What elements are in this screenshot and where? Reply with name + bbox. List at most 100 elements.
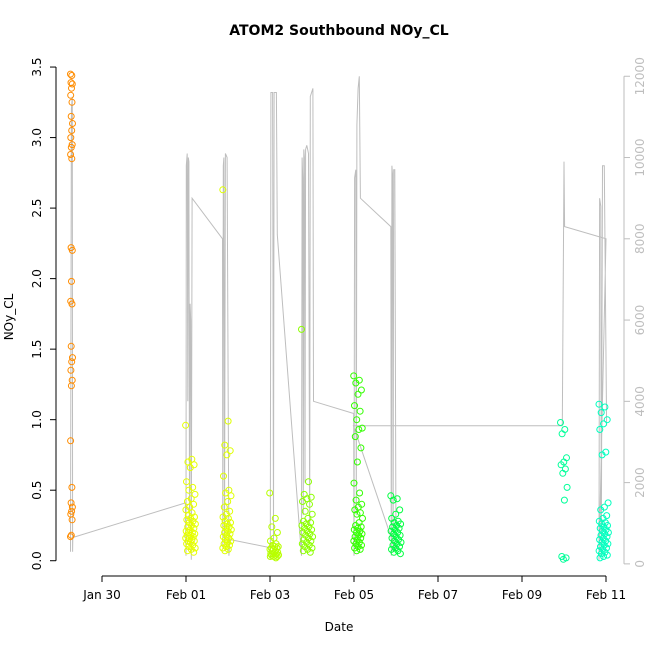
data-point (393, 495, 401, 503)
data-point (68, 155, 76, 163)
data-point (67, 91, 75, 99)
axes-layer: Jan 30 Feb 01 Feb 03 Feb 05 Feb 07 Feb 09 Feb … (30, 57, 647, 602)
data-point (273, 529, 281, 536)
data-point (357, 444, 365, 452)
data-point (68, 127, 76, 134)
data-point (397, 538, 405, 546)
data-point (68, 98, 76, 106)
data-point (68, 80, 76, 88)
y-tick-label: 2.5 (30, 199, 44, 218)
data-point (604, 522, 611, 529)
data-point (563, 483, 571, 491)
x-tick-label: Feb 03 (250, 588, 290, 602)
data-point (182, 506, 190, 514)
data-point (273, 553, 281, 560)
y-axis-label: NOy_CL (2, 293, 16, 340)
data-point (350, 479, 358, 487)
data-point (67, 533, 74, 541)
data-point (226, 530, 234, 538)
data-point (299, 547, 307, 555)
data-point (191, 490, 199, 498)
data-point (308, 510, 316, 518)
y2-tick-label: 0 (633, 560, 647, 568)
data-point (308, 544, 316, 552)
data-point (358, 424, 366, 432)
data-point (601, 403, 609, 411)
data-point (558, 430, 566, 438)
data-point (357, 523, 365, 531)
data-point (557, 461, 565, 469)
data-point (68, 84, 75, 92)
data-point (190, 548, 198, 556)
data-point (221, 547, 229, 555)
data-point (185, 486, 193, 494)
y-tick-label: 3.5 (30, 58, 44, 77)
data-point (351, 433, 359, 441)
data-point (559, 555, 567, 563)
data-point (67, 134, 75, 142)
data-point (351, 402, 358, 410)
data-point (186, 464, 194, 472)
data-point (301, 507, 309, 515)
data-point (68, 277, 75, 285)
data-point (191, 544, 199, 552)
y-tick-label: 1.0 (30, 410, 44, 429)
data-point (352, 379, 360, 387)
data-point (356, 489, 364, 497)
data-point (309, 533, 317, 541)
data-point (559, 469, 567, 477)
data-point (307, 493, 315, 501)
y2-tick-label: 12000 (633, 57, 647, 95)
data-point (603, 544, 610, 552)
x-tick-label: Feb 09 (502, 588, 542, 602)
data-point (67, 382, 75, 390)
data-point (396, 550, 404, 558)
data-point (358, 541, 365, 549)
data-point (227, 519, 234, 527)
data-point (227, 537, 235, 545)
data-point (67, 70, 74, 78)
x-tick-label: Feb 07 (418, 588, 458, 602)
data-point (358, 530, 366, 538)
altitude-series-layer (70, 76, 608, 560)
data-point (597, 506, 605, 514)
data-point (396, 543, 403, 551)
data-point (353, 510, 361, 518)
data-point (307, 519, 315, 527)
data-point (603, 551, 611, 559)
data-point (397, 520, 405, 528)
data-point (305, 478, 312, 486)
data-point (67, 437, 75, 445)
data-point (355, 426, 363, 433)
data-point (353, 547, 361, 555)
y2-tick-label: 2000 (633, 467, 647, 498)
data-point (68, 516, 76, 524)
data-point (271, 514, 279, 522)
data-point (299, 498, 306, 505)
data-point (220, 503, 228, 511)
data-point (356, 545, 364, 553)
x-tick-label: Feb 05 (334, 588, 374, 602)
data-point (67, 112, 75, 120)
data-point (67, 143, 75, 151)
data-point (224, 498, 232, 505)
data-point (183, 478, 190, 486)
x-axis-label: Date (325, 620, 354, 634)
data-point (224, 545, 232, 553)
y2-tick-label: 6000 (633, 305, 647, 336)
data-point (307, 537, 315, 545)
y-tick-label: 1.5 (30, 340, 44, 359)
data-point (604, 499, 612, 507)
data-point (308, 526, 316, 534)
data-point (603, 533, 611, 541)
data-point (350, 372, 358, 380)
data-point (353, 458, 361, 466)
data-point (184, 458, 192, 466)
data-point (396, 506, 404, 514)
data-point (224, 417, 232, 425)
chart-title: ATOM2 Southbound NOy_CL (229, 23, 449, 39)
data-point (603, 416, 611, 424)
data-point (357, 386, 365, 394)
data-point (184, 547, 191, 555)
data-point (226, 541, 233, 549)
